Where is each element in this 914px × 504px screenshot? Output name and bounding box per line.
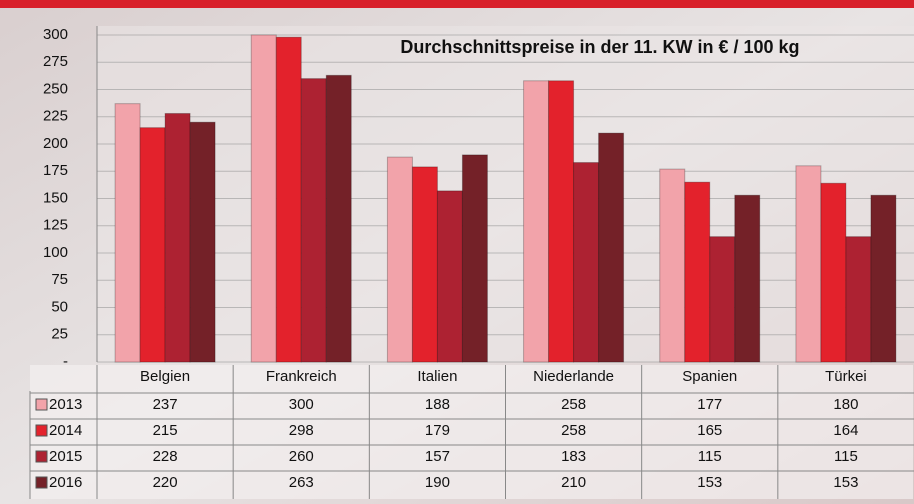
value-label: 180 bbox=[833, 396, 858, 413]
value-label: 115 bbox=[834, 448, 858, 465]
legend-label: 2015 bbox=[49, 448, 82, 465]
y-tick-label: 275 bbox=[43, 53, 68, 70]
bar bbox=[250, 34, 277, 363]
value-label: 260 bbox=[289, 448, 314, 465]
bar bbox=[436, 190, 463, 363]
bar bbox=[684, 181, 711, 363]
value-label: 188 bbox=[425, 396, 450, 413]
chart-title: Durchschnittspreise in der 11. KW in € /… bbox=[400, 37, 799, 57]
bar bbox=[189, 121, 216, 363]
x-tick-label: Spanien bbox=[682, 368, 737, 385]
value-label: 153 bbox=[697, 474, 722, 491]
y-tick-label: 75 bbox=[51, 271, 68, 288]
value-label: 183 bbox=[561, 448, 586, 465]
bar bbox=[795, 165, 822, 363]
bar bbox=[598, 132, 625, 363]
bar bbox=[275, 36, 302, 363]
bar bbox=[139, 127, 166, 363]
y-tick-label: 125 bbox=[43, 217, 68, 234]
value-label: 115 bbox=[698, 448, 722, 465]
bar bbox=[114, 103, 141, 363]
y-tick-label: 200 bbox=[43, 135, 68, 152]
y-tick-label: 250 bbox=[43, 80, 68, 97]
bar bbox=[386, 156, 413, 363]
value-label: 258 bbox=[561, 422, 586, 439]
value-label: 210 bbox=[561, 474, 586, 491]
y-tick-label: 100 bbox=[43, 244, 68, 261]
bar bbox=[461, 154, 488, 363]
x-tick-label: Belgien bbox=[140, 368, 190, 385]
bar bbox=[820, 182, 847, 363]
legend-label: 2016 bbox=[49, 474, 82, 491]
legend-swatch bbox=[35, 476, 48, 489]
legend-label: 2013 bbox=[49, 396, 82, 413]
bar bbox=[548, 80, 575, 363]
value-label: 164 bbox=[833, 422, 858, 439]
y-tick-label: 300 bbox=[43, 26, 68, 43]
legend-swatch bbox=[35, 398, 48, 411]
value-label: 153 bbox=[833, 474, 858, 491]
value-label: 228 bbox=[153, 448, 178, 465]
value-label: 177 bbox=[697, 396, 722, 413]
x-tick-label: Niederlande bbox=[533, 368, 614, 385]
value-label: 237 bbox=[153, 396, 178, 413]
bar bbox=[164, 112, 191, 363]
bar bbox=[300, 78, 327, 363]
value-label: 190 bbox=[425, 474, 450, 491]
y-tick-label: 50 bbox=[51, 298, 68, 315]
y-tick-label: - bbox=[63, 353, 68, 370]
bar bbox=[659, 168, 686, 363]
x-tick-label: Italien bbox=[417, 368, 457, 385]
legend-swatch bbox=[35, 424, 48, 437]
bar bbox=[573, 162, 600, 363]
value-label: 258 bbox=[561, 396, 586, 413]
value-label: 165 bbox=[697, 422, 722, 439]
bar bbox=[845, 236, 872, 363]
x-tick-label: Türkei bbox=[825, 368, 867, 385]
bar bbox=[734, 194, 761, 363]
table bbox=[30, 365, 913, 499]
value-label: 179 bbox=[425, 422, 450, 439]
value-label: 215 bbox=[153, 422, 178, 439]
y-tick-label: 150 bbox=[43, 189, 68, 206]
x-tick-label: Frankreich bbox=[266, 368, 337, 385]
value-label: 220 bbox=[153, 474, 178, 491]
value-label: 263 bbox=[289, 474, 314, 491]
legend-swatch bbox=[35, 450, 48, 463]
y-tick-label: 225 bbox=[43, 108, 68, 125]
plot-area bbox=[97, 26, 914, 362]
y-tick-label: 25 bbox=[51, 326, 68, 343]
value-label: 300 bbox=[289, 396, 314, 413]
bar bbox=[411, 166, 438, 363]
value-label: 157 bbox=[425, 448, 450, 465]
y-tick-label: 175 bbox=[43, 162, 68, 179]
bar bbox=[709, 236, 736, 363]
bar bbox=[325, 74, 352, 363]
value-label: 298 bbox=[289, 422, 314, 439]
top-stripe bbox=[0, 0, 914, 8]
bar bbox=[523, 80, 550, 363]
bar bbox=[870, 194, 897, 363]
legend-label: 2014 bbox=[49, 422, 82, 439]
